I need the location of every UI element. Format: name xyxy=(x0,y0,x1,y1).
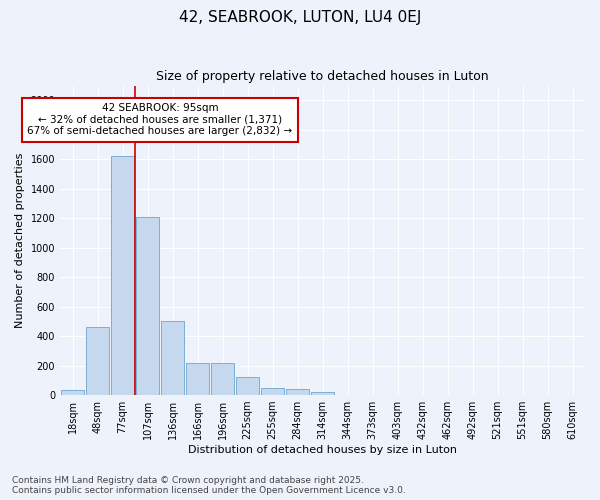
Text: 42, SEABROOK, LUTON, LU4 0EJ: 42, SEABROOK, LUTON, LU4 0EJ xyxy=(179,10,421,25)
Bar xyxy=(211,362,234,395)
Bar xyxy=(136,216,159,395)
Bar xyxy=(61,390,84,395)
Bar xyxy=(286,390,309,395)
Bar xyxy=(261,388,284,395)
Y-axis label: Number of detached properties: Number of detached properties xyxy=(15,152,25,328)
Bar xyxy=(236,376,259,395)
X-axis label: Distribution of detached houses by size in Luton: Distribution of detached houses by size … xyxy=(188,445,457,455)
Text: 42 SEABROOK: 95sqm
← 32% of detached houses are smaller (1,371)
67% of semi-deta: 42 SEABROOK: 95sqm ← 32% of detached hou… xyxy=(28,103,293,136)
Bar xyxy=(311,392,334,395)
Bar xyxy=(111,156,134,395)
Bar xyxy=(161,322,184,395)
Text: Contains HM Land Registry data © Crown copyright and database right 2025.
Contai: Contains HM Land Registry data © Crown c… xyxy=(12,476,406,495)
Title: Size of property relative to detached houses in Luton: Size of property relative to detached ho… xyxy=(156,70,489,83)
Bar xyxy=(86,328,109,395)
Bar xyxy=(186,362,209,395)
